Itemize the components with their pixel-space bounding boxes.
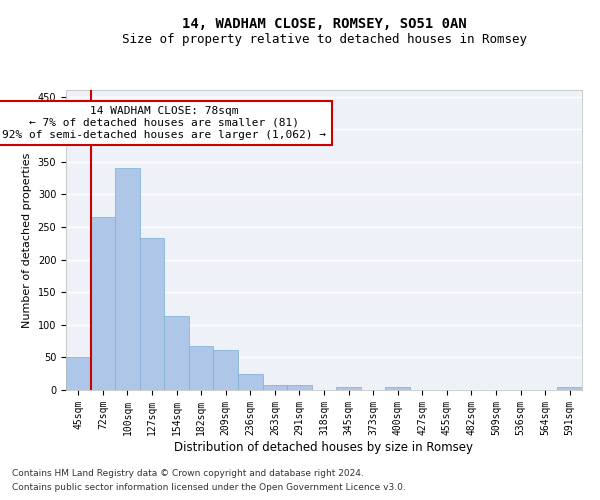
Bar [385, 388, 410, 390]
Text: Contains HM Land Registry data © Crown copyright and database right 2024.: Contains HM Land Registry data © Crown c… [12, 468, 364, 477]
Bar [115, 168, 140, 390]
X-axis label: Distribution of detached houses by size in Romsey: Distribution of detached houses by size … [175, 440, 473, 454]
Bar [287, 386, 312, 390]
Bar [66, 358, 91, 390]
Text: 14, WADHAM CLOSE, ROMSEY, SO51 0AN: 14, WADHAM CLOSE, ROMSEY, SO51 0AN [182, 18, 466, 32]
Bar [189, 346, 214, 390]
Text: Contains public sector information licensed under the Open Government Licence v3: Contains public sector information licen… [12, 484, 406, 492]
Bar [91, 217, 115, 390]
Text: Size of property relative to detached houses in Romsey: Size of property relative to detached ho… [121, 32, 527, 46]
Bar [164, 316, 189, 390]
Bar [557, 388, 582, 390]
Bar [238, 374, 263, 390]
Bar [336, 386, 361, 390]
Text: 14 WADHAM CLOSE: 78sqm
← 7% of detached houses are smaller (81)
92% of semi-deta: 14 WADHAM CLOSE: 78sqm ← 7% of detached … [2, 106, 326, 140]
Bar [140, 238, 164, 390]
Y-axis label: Number of detached properties: Number of detached properties [22, 152, 32, 328]
Bar [214, 350, 238, 390]
Bar [263, 385, 287, 390]
